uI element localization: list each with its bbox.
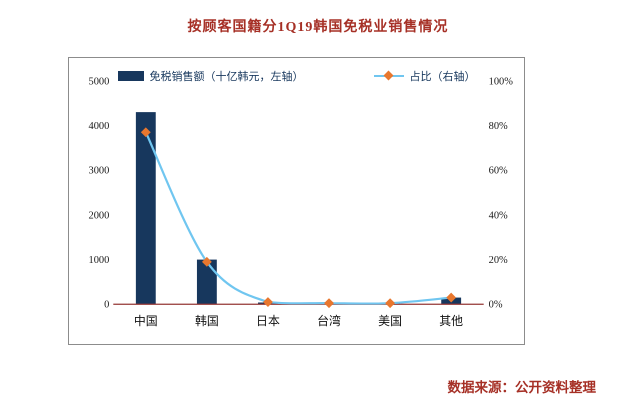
bar-swatch-icon: [117, 71, 144, 81]
legend-item-sales: 免税销售额（十亿韩元，左轴）: [117, 68, 304, 84]
legend-share-label: 占比（右轴）: [409, 71, 476, 83]
svg-text:日本: 日本: [256, 314, 280, 328]
legend-item-share: 占比（右轴）: [373, 68, 476, 84]
legend-sales-label: 免税销售额（十亿韩元，左轴）: [149, 71, 304, 83]
svg-text:台湾: 台湾: [317, 314, 341, 328]
svg-text:美国: 美国: [378, 314, 402, 328]
svg-text:1000: 1000: [88, 255, 109, 266]
svg-text:4000: 4000: [88, 121, 109, 132]
svg-text:5000: 5000: [88, 76, 109, 87]
svg-text:2000: 2000: [88, 210, 109, 221]
svg-text:60%: 60%: [489, 166, 508, 177]
svg-text:80%: 80%: [489, 121, 508, 132]
svg-text:20%: 20%: [489, 255, 508, 266]
chart-legend: 免税销售额（十亿韩元，左轴） 占比（右轴）: [69, 68, 524, 84]
svg-text:韩国: 韩国: [195, 314, 219, 328]
chart-title: 按顾客国籍分1Q19韩国免税业销售情况: [187, 20, 449, 35]
svg-text:100%: 100%: [489, 76, 514, 87]
svg-text:0%: 0%: [489, 300, 503, 311]
combo-chart: 0 1000 2000 3000 4000 5000 0% 20% 40% 60% 80% 100% 中…: [88, 76, 514, 328]
svg-text:其他: 其他: [439, 314, 463, 328]
svg-text:中国: 中国: [134, 314, 158, 328]
data-source: 数据来源：公开资料整理: [447, 380, 597, 395]
svg-text:3000: 3000: [88, 166, 109, 177]
chart-frame: 0 1000 2000 3000 4000 5000 0% 20% 40% 60% 80% 100% 中…: [68, 57, 525, 345]
svg-text:0: 0: [104, 300, 109, 311]
line-swatch-icon: [373, 70, 404, 81]
svg-text:40%: 40%: [489, 210, 508, 221]
